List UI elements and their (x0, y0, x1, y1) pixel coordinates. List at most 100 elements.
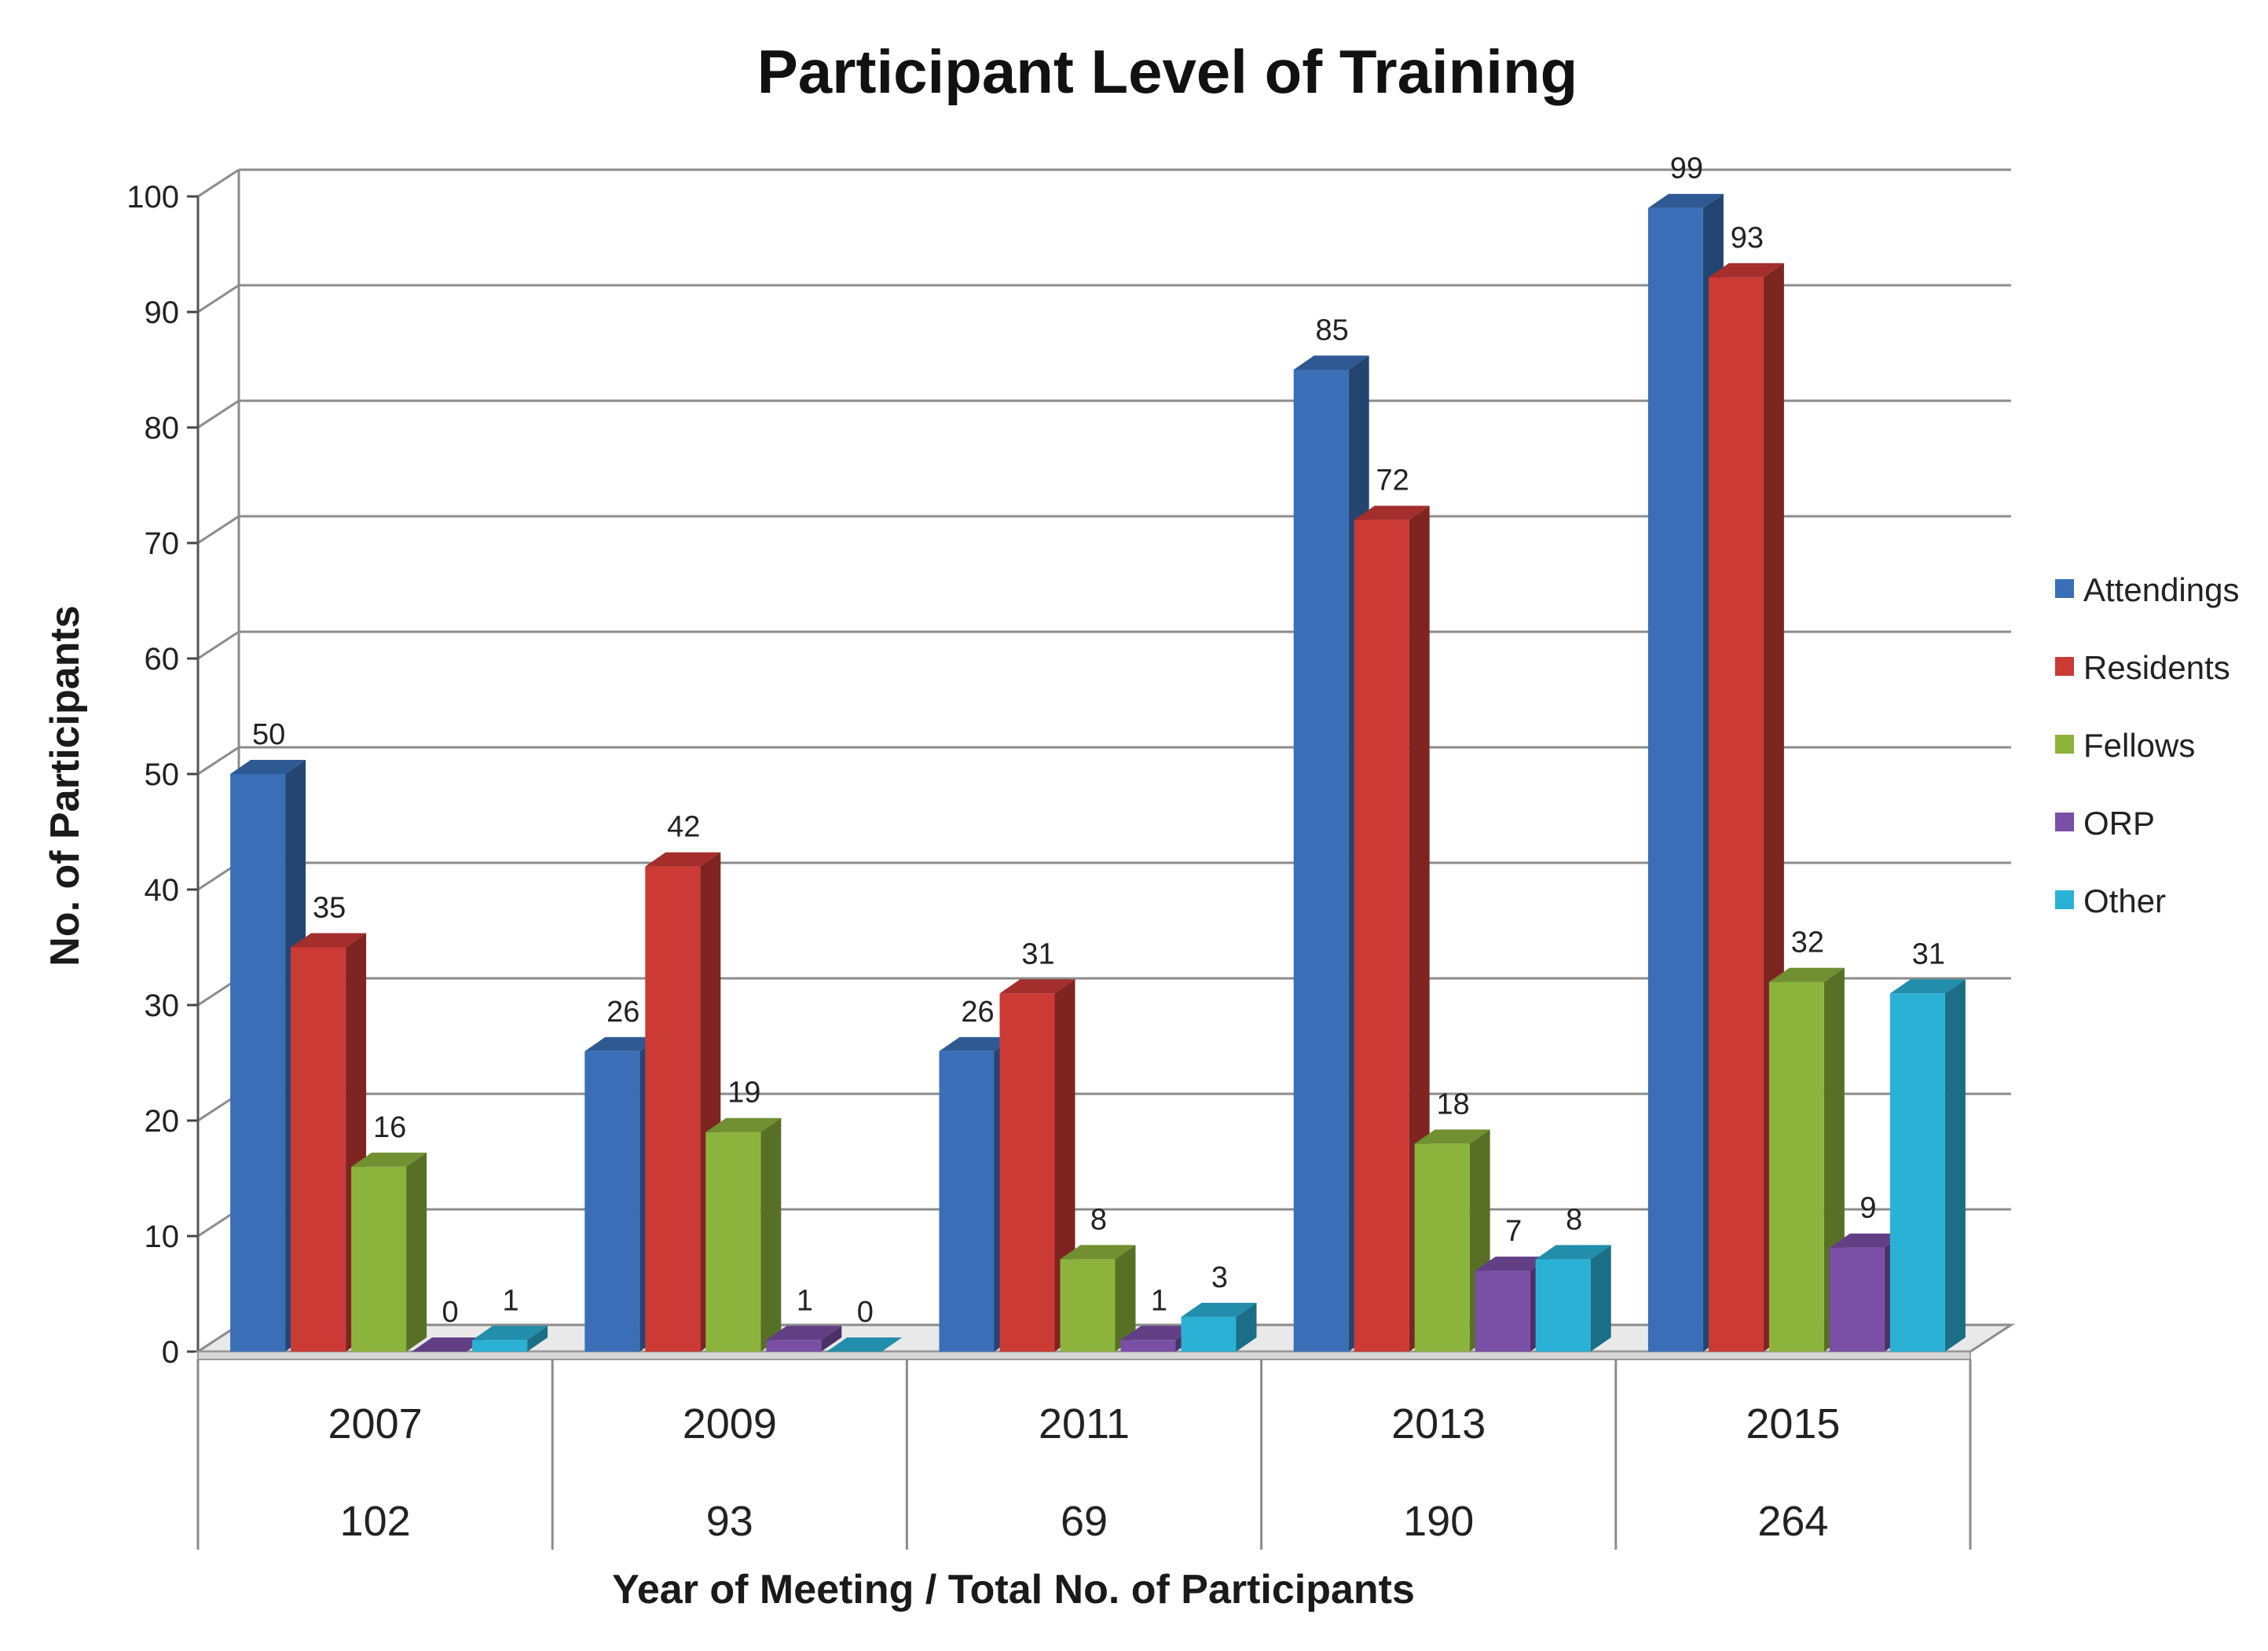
category-total-label: 102 (340, 1498, 411, 1545)
legend-label: Fellows (2083, 727, 2195, 764)
y-tick-label: 60 (145, 642, 180, 677)
bar-side (760, 1117, 782, 1352)
data-label: 31 (1021, 937, 1054, 970)
legend-swatch (2055, 657, 2074, 676)
legend-label: Other (2083, 882, 2166, 919)
bar-top (705, 1117, 782, 1132)
data-labels: 50 35 16 0 1 26 42 19 1 0 26 31 8 1 3 85 72 18 7 8 99 93 32 9 31 (252, 152, 1945, 1329)
legend-label: ORP (2083, 805, 2155, 842)
gridline-side (197, 284, 240, 314)
bar-fellows-2009 (705, 1132, 761, 1352)
bar-side (1590, 1245, 1611, 1352)
bar-residents-2009 (645, 866, 701, 1352)
bar-top (1181, 1302, 1257, 1317)
bar-fellows-2015 (1768, 981, 1824, 1352)
data-label: 72 (1376, 464, 1409, 497)
y-tick-label: 40 (145, 873, 180, 908)
data-label: 35 (313, 892, 346, 925)
bar-side (406, 1152, 427, 1352)
bar-attendings-2011 (939, 1051, 995, 1352)
gridline-side (197, 168, 240, 198)
bar-top (1535, 1245, 1611, 1260)
bar-top (584, 1036, 661, 1051)
bar-fellows-2011 (1060, 1259, 1116, 1352)
y-tick-label: 30 (145, 989, 180, 1023)
bar-attendings-2007 (230, 774, 286, 1352)
bar-orp-2013 (1475, 1271, 1530, 1352)
bar-residents-2013 (1354, 519, 1409, 1352)
bar-top (230, 760, 306, 774)
data-label: 32 (1791, 926, 1824, 959)
bar-top (645, 852, 721, 867)
data-label: 85 (1316, 314, 1349, 347)
category-total-label: 93 (706, 1498, 753, 1545)
legend-swatch (2055, 813, 2074, 831)
legend-label: Residents (2083, 649, 2230, 686)
bar-orp-2011 (1120, 1340, 1176, 1352)
data-label: 1 (1151, 1284, 1167, 1317)
bar-top (1708, 262, 1784, 277)
bar-top (1293, 355, 1369, 370)
bar-side (1944, 979, 1966, 1352)
bar-fellows-2007 (351, 1166, 407, 1352)
legend-label: Attendings (2083, 571, 2239, 608)
bar-top (1829, 1233, 1905, 1248)
bar-top (939, 1036, 1015, 1051)
bar-other-2015 (1889, 993, 1945, 1352)
data-label: 9 (1859, 1192, 1876, 1225)
data-label: 26 (606, 996, 639, 1029)
category-labels: 2007 102 2009 93 2011 69 2013 190 2015 264 (196, 1359, 1972, 1550)
bar-top (472, 1326, 548, 1341)
legend-swatch (2055, 579, 2074, 598)
data-label: 42 (667, 811, 700, 844)
floor-front-edge (197, 1351, 1971, 1360)
category-label: 2009 (683, 1400, 777, 1447)
bar-residents-2007 (291, 947, 346, 1352)
bar-top (826, 1337, 903, 1352)
y-tick-label: 80 (145, 411, 180, 446)
data-label: 0 (442, 1296, 459, 1329)
bar-attendings-2013 (1293, 369, 1349, 1352)
bar-other-2007 (472, 1340, 528, 1352)
bar-side (1236, 1302, 1257, 1352)
category-total-label: 69 (1061, 1498, 1108, 1545)
y-tick-label: 10 (145, 1220, 180, 1254)
data-label: 16 (373, 1111, 406, 1144)
legend-swatch (2055, 890, 2074, 909)
bar-orp-2015 (1829, 1247, 1885, 1352)
bar-top (766, 1326, 842, 1341)
bar-top (1414, 1129, 1490, 1144)
data-label: 8 (1566, 1203, 1582, 1236)
category-label: 2011 (1039, 1400, 1130, 1447)
data-label: 99 (1670, 152, 1703, 185)
category-total-label: 190 (1403, 1498, 1474, 1545)
bar-top (291, 933, 367, 948)
data-label: 1 (503, 1284, 519, 1317)
data-label: 7 (1505, 1215, 1522, 1248)
bar-top (1060, 1245, 1136, 1260)
bar-side (527, 1326, 548, 1352)
data-label: 3 (1211, 1261, 1228, 1294)
bar-top (999, 979, 1075, 994)
data-label: 26 (961, 996, 994, 1029)
data-label: 8 (1090, 1203, 1107, 1236)
bar-top (1647, 193, 1724, 208)
bar-residents-2011 (999, 993, 1055, 1352)
category-label: 2013 (1391, 1400, 1486, 1447)
data-label: 31 (1912, 937, 1945, 970)
x-axis-title: Year of Meeting / Total No. of Participa… (612, 1567, 1415, 1612)
bar-residents-2015 (1708, 277, 1764, 1352)
chart-title: Participant Level of Training (757, 37, 1578, 106)
gridline-side (197, 515, 240, 545)
bar-side (1115, 1245, 1136, 1352)
category-label: 2007 (328, 1400, 423, 1447)
gridline-side (197, 399, 240, 429)
data-label: 0 (857, 1296, 874, 1329)
bar-top (1354, 505, 1430, 520)
bar-fellows-2013 (1414, 1143, 1470, 1352)
category-label: 2015 (1746, 1400, 1840, 1447)
bar-top (1475, 1257, 1551, 1271)
legend: Attendings Residents Fellows ORP Other (2055, 571, 2239, 919)
y-tick-label: 50 (145, 758, 180, 792)
